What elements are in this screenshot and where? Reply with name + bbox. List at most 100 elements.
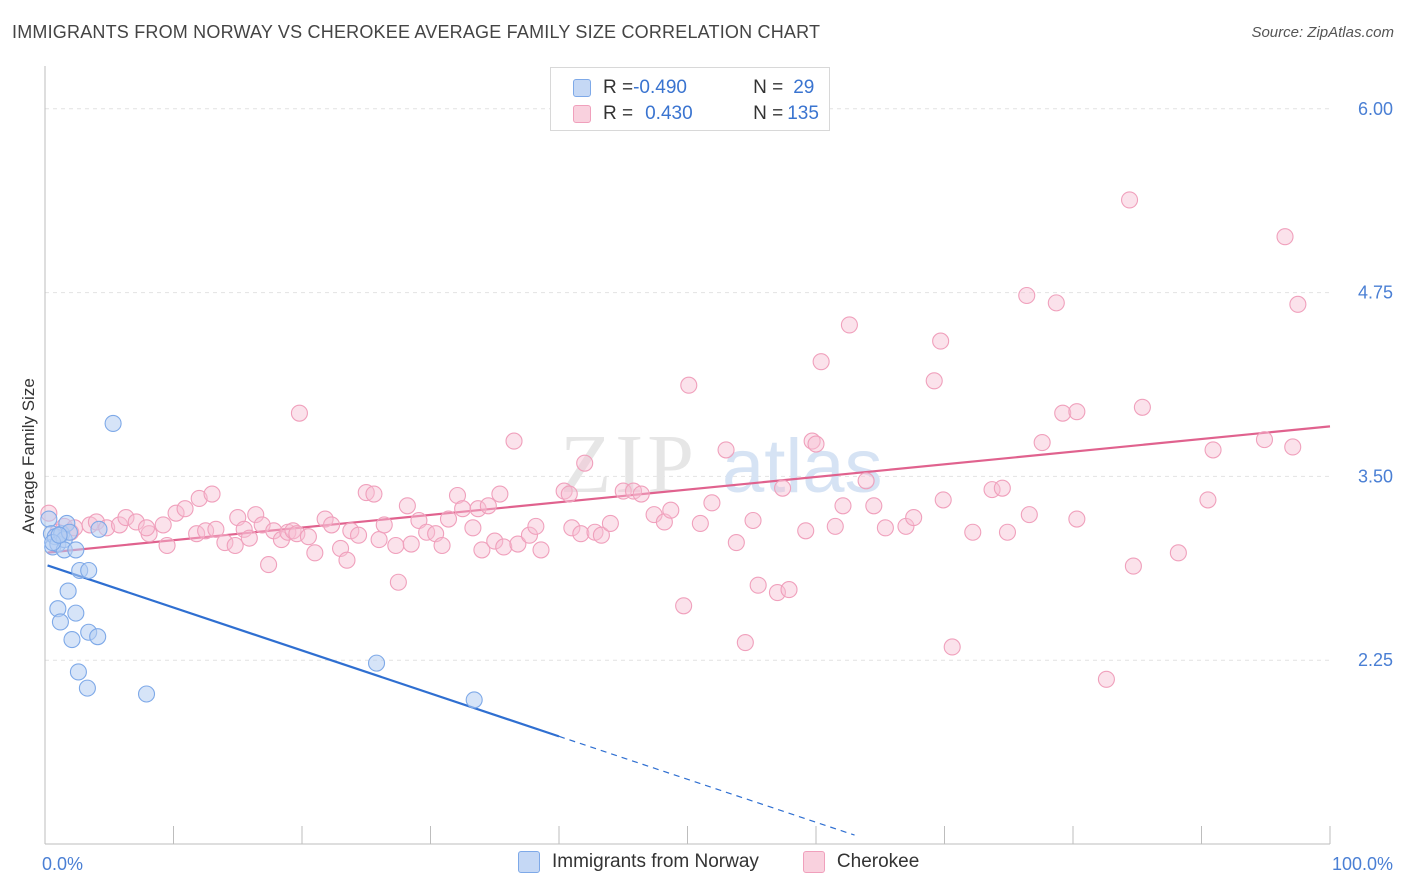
point-cherokee	[370, 531, 388, 549]
point-cherokee	[235, 520, 253, 538]
series-label-norway: Immigrants from Norway	[552, 851, 759, 872]
point-cherokee	[840, 316, 858, 334]
point-cherokee	[572, 525, 590, 543]
point-cherokee	[1020, 506, 1038, 524]
point-cherokee	[780, 581, 798, 599]
point-cherokee	[632, 485, 650, 503]
legend-n-label: N =	[753, 103, 784, 124]
point-cherokee	[448, 486, 467, 505]
data-points	[40, 191, 1307, 709]
point-cherokee	[260, 556, 278, 574]
point-cherokee	[306, 544, 324, 562]
point-norway	[90, 520, 108, 538]
point-cherokee	[1120, 191, 1139, 209]
point-norway	[465, 691, 483, 709]
point-cherokee	[691, 514, 709, 532]
point-cherokee	[226, 536, 244, 555]
point-norway	[89, 628, 107, 646]
series-swatch-cherokee	[802, 851, 825, 873]
trend-line-norway	[47, 564, 560, 738]
legend-r-value: 0.430	[645, 103, 693, 124]
point-norway	[50, 526, 68, 544]
point-cherokee	[299, 528, 317, 546]
point-cherokee	[905, 509, 923, 527]
point-cherokee	[943, 638, 961, 656]
point-cherokee	[375, 516, 393, 534]
point-cherokee	[865, 497, 883, 515]
point-cherokee	[505, 432, 523, 450]
point-cherokee	[736, 633, 754, 652]
legend-r-value: -0.490	[633, 77, 687, 98]
point-cherokee	[190, 489, 208, 507]
point-cherokee	[1133, 398, 1151, 416]
legend-n-label: N =	[753, 77, 784, 98]
point-cherokee	[749, 576, 767, 594]
point-cherokee	[934, 491, 952, 509]
point-cherokee	[509, 535, 527, 553]
point-cherokee	[1068, 403, 1086, 421]
point-cherokee	[495, 538, 513, 556]
axes	[44, 66, 1331, 845]
point-cherokee	[1199, 491, 1217, 509]
point-cherokee	[1097, 670, 1115, 688]
trend-line-norway-extension	[558, 735, 855, 836]
point-cherokee	[207, 520, 225, 538]
point-cherokee	[154, 516, 172, 534]
point-cherokee	[203, 485, 221, 503]
point-cherokee	[1033, 434, 1051, 452]
point-norway	[40, 510, 58, 528]
point-cherokee	[555, 482, 573, 500]
point-cherokee	[807, 435, 825, 453]
point-cherokee	[389, 573, 407, 591]
y-tick-label: 6.00	[1358, 99, 1393, 119]
legend-row-norway: R = -0.490 N = 29	[573, 76, 814, 100]
point-cherokee	[240, 529, 258, 547]
point-cherokee	[486, 532, 504, 550]
y-tick-label: 4.75	[1358, 283, 1393, 303]
point-cherokee	[1018, 286, 1036, 305]
point-cherokee	[680, 376, 698, 394]
y-tick-label: 3.50	[1358, 466, 1393, 486]
point-cherokee	[998, 523, 1017, 541]
point-norway	[67, 604, 85, 622]
point-cherokee	[527, 517, 545, 535]
point-cherokee	[964, 523, 982, 541]
point-cherokee	[439, 510, 458, 528]
series-legend-norway: Immigrants from Norway	[518, 851, 759, 873]
legend-n-value: 29	[793, 77, 815, 98]
point-cherokee	[932, 332, 950, 350]
point-cherokee	[216, 534, 234, 552]
point-cherokee	[464, 519, 482, 537]
point-norway	[63, 631, 81, 649]
series-legend: Immigrants from Norway Cherokee	[518, 851, 963, 873]
point-cherokee	[576, 454, 594, 472]
point-cherokee	[433, 536, 451, 555]
point-cherokee	[454, 500, 472, 518]
legend-row-cherokee: R = 0.430 N = 135	[573, 102, 819, 126]
point-cherokee	[418, 523, 436, 541]
point-cherokee	[1047, 294, 1065, 312]
point-cherokee	[563, 519, 581, 537]
point-norway	[104, 414, 122, 432]
legend-swatch-cherokee	[573, 105, 591, 123]
point-cherokee	[592, 526, 610, 544]
point-cherokee	[826, 517, 844, 535]
point-cherokee	[614, 482, 632, 500]
point-cherokee	[410, 511, 428, 530]
point-norway	[69, 663, 87, 681]
point-cherokee	[1276, 228, 1294, 246]
point-norway	[137, 685, 156, 703]
point-cherokee	[247, 506, 265, 524]
point-cherokee	[1255, 431, 1274, 449]
point-cherokee	[290, 404, 308, 422]
point-cherokee	[703, 494, 721, 512]
point-cherokee	[365, 485, 383, 503]
legend-r-label: R =	[603, 103, 634, 124]
point-cherokee	[137, 519, 156, 537]
point-cherokee	[349, 526, 368, 544]
watermark-atlas: atlas	[722, 424, 883, 509]
point-cherokee	[834, 497, 852, 515]
point-cherokee	[1124, 557, 1142, 575]
point-cherokee	[167, 504, 185, 522]
